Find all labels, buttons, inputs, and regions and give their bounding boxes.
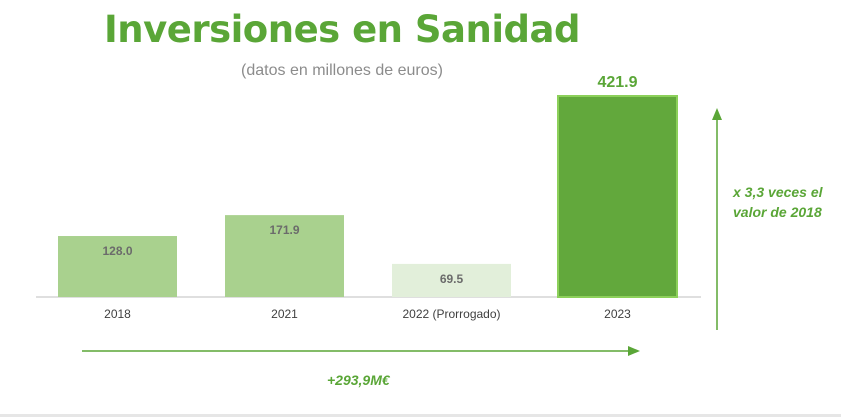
growth-amount-note: +293,9M€ — [327, 372, 390, 388]
growth-multiplier-line2: valor de 2018 — [733, 204, 822, 220]
vertical-arrowhead — [712, 108, 722, 120]
chart-subtitle: (datos en millones de euros) — [241, 62, 443, 79]
horizontal-arrowhead — [628, 346, 640, 356]
bar-0 — [58, 236, 177, 297]
bar-1 — [225, 215, 344, 297]
data-label-1: 171.9 — [269, 223, 299, 237]
data-label-3: 421.9 — [597, 74, 637, 91]
chart-title: Inversiones en Sanidad — [104, 8, 580, 51]
growth-multiplier-note: x 3,3 veces el valor de 2018 — [733, 182, 823, 222]
bar-2 — [392, 263, 511, 297]
growth-multiplier-line1: x 3,3 veces el — [733, 184, 823, 200]
bottom-divider — [0, 414, 841, 417]
category-label-3: 2023 — [604, 307, 631, 321]
data-label-0: 128.0 — [102, 244, 132, 258]
bar-3 — [557, 95, 678, 298]
category-label-0: 2018 — [104, 307, 131, 321]
category-label-1: 2021 — [271, 307, 298, 321]
data-label-2: 69.5 — [440, 272, 464, 286]
category-label-2: 2022 (Prorrogado) — [402, 307, 500, 321]
